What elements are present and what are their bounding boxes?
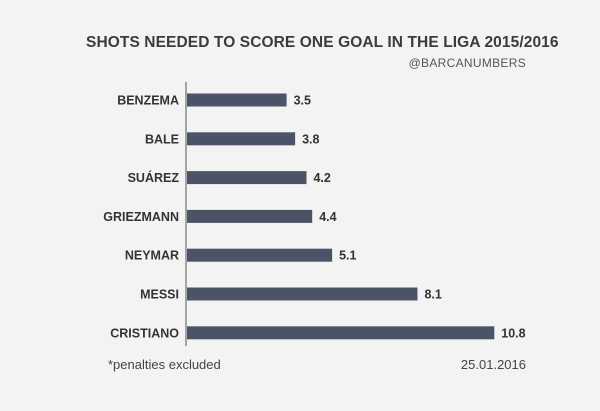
chart-title: SHOTS NEEDED TO SCORE ONE GOAL IN THE LI… xyxy=(86,34,559,51)
value-label: 10.8 xyxy=(501,326,525,340)
value-label: 8.1 xyxy=(424,288,441,302)
category-label: MESSI xyxy=(140,288,179,302)
category-label: GRIEZMANN xyxy=(103,210,179,224)
bar xyxy=(187,209,313,223)
value-label: 3.5 xyxy=(294,94,311,108)
bar xyxy=(187,132,296,146)
chart-subtitle: @BARCANUMBERS xyxy=(408,56,526,70)
category-label: BENZEMA xyxy=(117,94,179,108)
value-label: 5.1 xyxy=(339,249,356,263)
value-label: 4.4 xyxy=(319,210,336,224)
category-label: SUÁREZ xyxy=(128,170,180,185)
bar xyxy=(187,171,307,185)
footnote: *penalties excluded xyxy=(108,357,221,372)
bar xyxy=(187,93,287,107)
bar xyxy=(187,248,333,262)
category-label: NEYMAR xyxy=(125,249,179,263)
category-label: BALE xyxy=(145,132,179,146)
value-label: 3.8 xyxy=(302,132,319,146)
date-label: 25.01.2016 xyxy=(460,357,526,372)
bar xyxy=(187,326,495,340)
bar xyxy=(187,287,418,301)
category-label: CRISTIANO xyxy=(110,326,179,340)
value-label: 4.2 xyxy=(313,171,330,185)
